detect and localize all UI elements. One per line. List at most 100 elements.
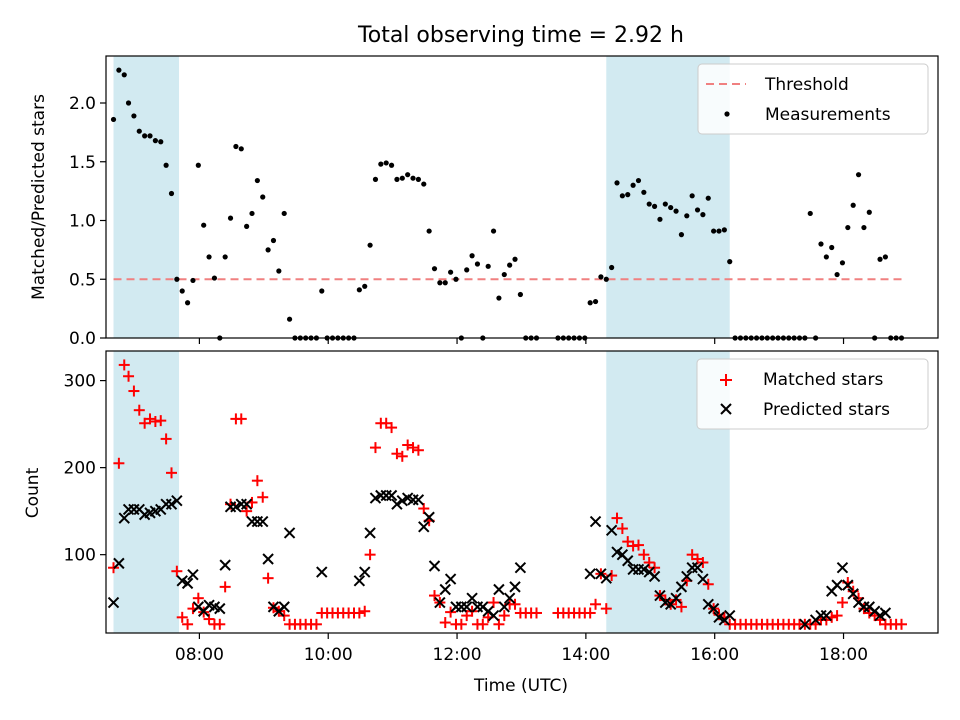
- measurement-point: [276, 268, 282, 274]
- predicted-star-point: [316, 566, 328, 578]
- matched-star-point: [310, 618, 322, 630]
- measurement-point: [372, 176, 379, 182]
- measurement-point: [190, 277, 196, 284]
- matched-star-point: [396, 450, 408, 462]
- top-legend: Threshold Measurements: [697, 63, 929, 135]
- matched-star-point: [171, 565, 183, 577]
- measurement-point: [566, 335, 572, 341]
- measurement-point: [405, 172, 411, 178]
- predicted-star-point: [240, 498, 253, 510]
- matched-star-point: [407, 442, 419, 454]
- measurement-point: [458, 335, 464, 341]
- measurement-point: [496, 295, 502, 301]
- measurement-point: [700, 212, 706, 218]
- measurement-point: [845, 224, 851, 231]
- measurement-point: [689, 193, 695, 199]
- measurement-point: [582, 335, 588, 341]
- measurement-point: [877, 256, 883, 262]
- matched-star-point: [257, 491, 269, 503]
- predicted-star-point: [418, 521, 430, 533]
- measurement-point: [426, 228, 432, 234]
- predicted-star-point: [353, 575, 366, 587]
- measurement-point: [286, 316, 293, 322]
- predicted-star-point: [691, 562, 704, 574]
- bottom-y-axis-label: Count: [23, 467, 43, 518]
- measurement-point: [362, 283, 368, 289]
- measurement-point: [147, 133, 153, 139]
- measurement-point: [388, 162, 395, 168]
- shaded-interval-1: [113, 351, 180, 633]
- measurement-point: [340, 335, 346, 341]
- top-ytick-label: 0.0: [69, 329, 96, 349]
- measurement-point: [721, 227, 727, 233]
- predicted-star-point: [364, 527, 376, 539]
- measurement-point: [158, 139, 164, 145]
- measurement-point: [211, 275, 218, 281]
- measurement-point: [303, 335, 309, 341]
- predicted-star-point: [359, 566, 371, 578]
- measurement-point: [394, 176, 400, 182]
- bottom-xtick-label: 08:00: [175, 645, 224, 665]
- measurement-point: [217, 335, 223, 341]
- top-plot-frame: [105, 55, 939, 339]
- bottom-legend-box: [696, 358, 929, 430]
- matched-star-point: [192, 592, 204, 604]
- measurement-point: [555, 335, 561, 341]
- predicted-star-point: [697, 573, 709, 585]
- predicted-star-point: [455, 601, 468, 613]
- top-ytick-label: 0.5: [69, 270, 96, 290]
- measurement-point: [662, 201, 668, 207]
- predicted-star-point: [799, 618, 811, 631]
- legend-threshold-label: Threshold: [764, 75, 849, 95]
- top-ytick-label: 1.0: [69, 212, 96, 232]
- measurement-point: [448, 269, 454, 275]
- measurement-point: [888, 335, 894, 341]
- predicted-star-point: [439, 583, 451, 596]
- measurement-point: [684, 213, 690, 219]
- measurement-point: [716, 228, 722, 234]
- measurement-point: [635, 177, 642, 184]
- predicted-star-point: [412, 494, 425, 506]
- predicted-star-point: [118, 512, 130, 524]
- matched-star-point: [402, 439, 414, 451]
- matched-star-point: [118, 359, 130, 371]
- top-y-axis-ticks: 0.0 0.5 1.0 1.5 2.0: [69, 94, 106, 349]
- predicted-star-point: [450, 601, 462, 613]
- predicted-star-point: [847, 588, 859, 600]
- measurement-point: [480, 335, 486, 341]
- measurement-point: [619, 193, 625, 199]
- measurement-point: [319, 288, 325, 294]
- measurement-point: [829, 244, 835, 251]
- matched-star-point: [251, 475, 263, 487]
- legend-measurements-label: Measurements: [765, 105, 891, 125]
- matched-star-point: [364, 549, 376, 561]
- measurement-point: [201, 222, 207, 228]
- measurement-point: [727, 259, 733, 265]
- measurement-point: [168, 190, 175, 197]
- predicted-star-point: [262, 553, 274, 565]
- measurement-point: [850, 202, 856, 208]
- top-legend-box: [697, 63, 929, 135]
- measurement-point: [179, 288, 185, 294]
- measurement-point: [244, 223, 250, 229]
- measurement-point: [184, 300, 191, 306]
- top-y-axis-label: Matched/Predicted stars: [29, 94, 49, 300]
- measurement-point: [329, 335, 336, 341]
- predicted-star-point: [842, 579, 854, 591]
- bottom-x-axis-ticks: 08:00 10:00 12:00 14:00 16:00 18:00: [175, 633, 868, 665]
- measurement-point: [367, 242, 373, 248]
- matched-star-point: [895, 618, 907, 630]
- measurement-point: [517, 291, 523, 298]
- predicted-star-point: [600, 572, 612, 584]
- bottom-legend: Matched stars Predicted stars: [696, 358, 929, 430]
- shaded-regions: [113, 56, 730, 338]
- matched-star-point: [643, 557, 655, 568]
- measurement-point: [383, 160, 389, 166]
- measurement-point: [732, 335, 738, 341]
- measurement-point: [839, 260, 846, 266]
- matched-star-point: [113, 457, 125, 469]
- predicted-star-point: [107, 596, 120, 609]
- measurement-point: [791, 335, 797, 341]
- predicted-star-point: [434, 596, 446, 609]
- predicted-star-point: [165, 498, 178, 510]
